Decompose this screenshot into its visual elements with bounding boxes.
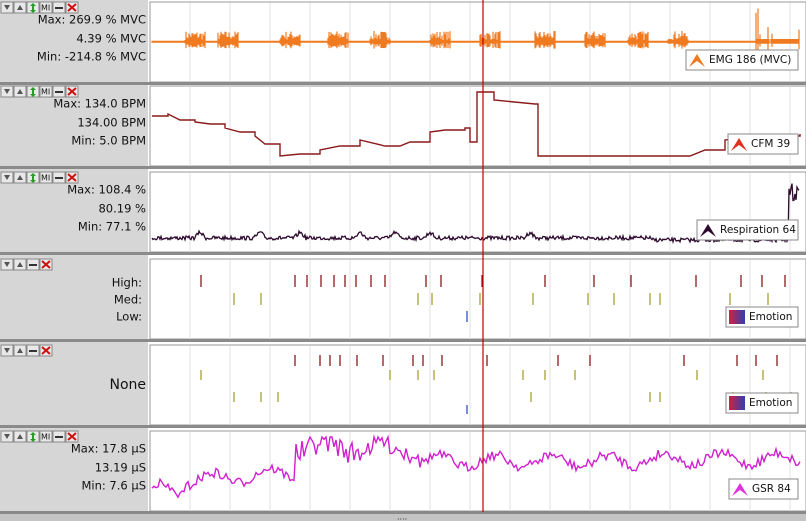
separator bbox=[0, 82, 806, 85]
channel-icon bbox=[729, 396, 745, 410]
icon-minus bbox=[29, 350, 37, 352]
min-label: Min: 5.0 BPM bbox=[71, 134, 146, 148]
panel: High: Med: Low: bbox=[0, 258, 806, 342]
status-label: None bbox=[109, 377, 146, 393]
panel: MI Max: 17.8 µS 13.19 µS Min: 7.6 µS bbox=[0, 430, 806, 514]
channel-name: Respiration 64 bbox=[720, 224, 796, 236]
icon-mi: MI bbox=[41, 174, 50, 183]
channel-name: EMG 186 (MVC) bbox=[709, 54, 791, 66]
min-label: Min: 7.6 µS bbox=[82, 479, 147, 493]
cfm-wave bbox=[152, 91, 801, 157]
max-label: Max: 269.9 % MVC bbox=[38, 13, 146, 27]
icon-mi: MI bbox=[41, 433, 50, 442]
separator bbox=[0, 511, 806, 514]
emg-wave bbox=[151, 8, 800, 62]
icon-updown bbox=[30, 3, 36, 13]
toolbar-button[interactable] bbox=[39, 85, 53, 98]
status-strip bbox=[0, 512, 806, 521]
separator bbox=[0, 166, 806, 169]
channel-icon bbox=[731, 138, 747, 151]
icon-updown bbox=[30, 173, 36, 183]
toolbar-button[interactable] bbox=[39, 1, 53, 14]
channel-name: CFM 39 bbox=[751, 138, 790, 150]
current-label: 134.00 BPM bbox=[77, 116, 146, 130]
grip: .... bbox=[397, 513, 407, 521]
icon-minus bbox=[55, 177, 63, 179]
current-label: 80.19 % bbox=[98, 202, 146, 216]
icon-mi: MI bbox=[41, 88, 50, 97]
icon-up bbox=[17, 175, 23, 180]
min-label: Min: 77.1 % bbox=[78, 220, 146, 234]
panel: None bbox=[0, 344, 806, 428]
icon-down bbox=[4, 348, 10, 353]
respiration-wave bbox=[151, 183, 800, 245]
level-label: Med: bbox=[114, 293, 142, 307]
icon-close bbox=[41, 260, 51, 269]
gsr-wave bbox=[151, 434, 801, 499]
icon-minus bbox=[55, 91, 63, 93]
icon-close bbox=[41, 346, 51, 355]
icon-up bbox=[17, 5, 23, 10]
channel-name: Emotion bbox=[749, 397, 792, 409]
icon-close bbox=[67, 3, 77, 12]
level-label: Low: bbox=[116, 310, 142, 324]
toolbar-button[interactable] bbox=[39, 171, 53, 184]
icon-minus bbox=[55, 436, 63, 438]
current-label: 13.19 µS bbox=[95, 461, 146, 475]
channel-name: Emotion bbox=[749, 311, 792, 323]
plot-area bbox=[149, 344, 806, 426]
icon-close bbox=[67, 87, 77, 96]
separator bbox=[0, 252, 806, 255]
plot-area bbox=[149, 85, 806, 167]
icon-up bbox=[17, 262, 23, 267]
icon-up bbox=[17, 89, 23, 94]
icon-up bbox=[17, 434, 23, 439]
channel-icon bbox=[689, 54, 705, 67]
min-label: Min: -214.8 % MVC bbox=[37, 50, 146, 64]
icon-down bbox=[4, 5, 10, 10]
level-label: High: bbox=[112, 276, 142, 290]
channel-box[interactable] bbox=[685, 49, 799, 71]
icon-down bbox=[4, 262, 10, 267]
icon-minus bbox=[29, 264, 37, 266]
icon-close bbox=[67, 173, 77, 182]
channel-icon bbox=[729, 310, 745, 324]
separator bbox=[0, 339, 806, 342]
icon-updown bbox=[30, 432, 36, 442]
separator bbox=[0, 425, 806, 428]
max-label: Max: 108.4 % bbox=[67, 183, 146, 197]
max-label: Max: 17.8 µS bbox=[71, 442, 146, 456]
channel-icon bbox=[732, 483, 748, 496]
toolbar-button[interactable] bbox=[39, 430, 53, 443]
max-label: Max: 134.0 BPM bbox=[53, 97, 146, 111]
icon-close bbox=[67, 432, 77, 441]
icon-up bbox=[17, 348, 23, 353]
icon-down bbox=[4, 89, 10, 94]
icon-updown bbox=[30, 87, 36, 97]
channel-box[interactable] bbox=[696, 219, 799, 241]
icon-mi: MI bbox=[41, 4, 50, 13]
channel-name: GSR 84 bbox=[752, 483, 791, 495]
channel-icon bbox=[700, 224, 716, 237]
plot-area bbox=[149, 430, 806, 512]
icon-down bbox=[4, 175, 10, 180]
plot-area bbox=[149, 258, 806, 340]
icon-down bbox=[4, 434, 10, 439]
current-label: 4.39 % MVC bbox=[76, 32, 146, 46]
icon-minus bbox=[55, 7, 63, 9]
